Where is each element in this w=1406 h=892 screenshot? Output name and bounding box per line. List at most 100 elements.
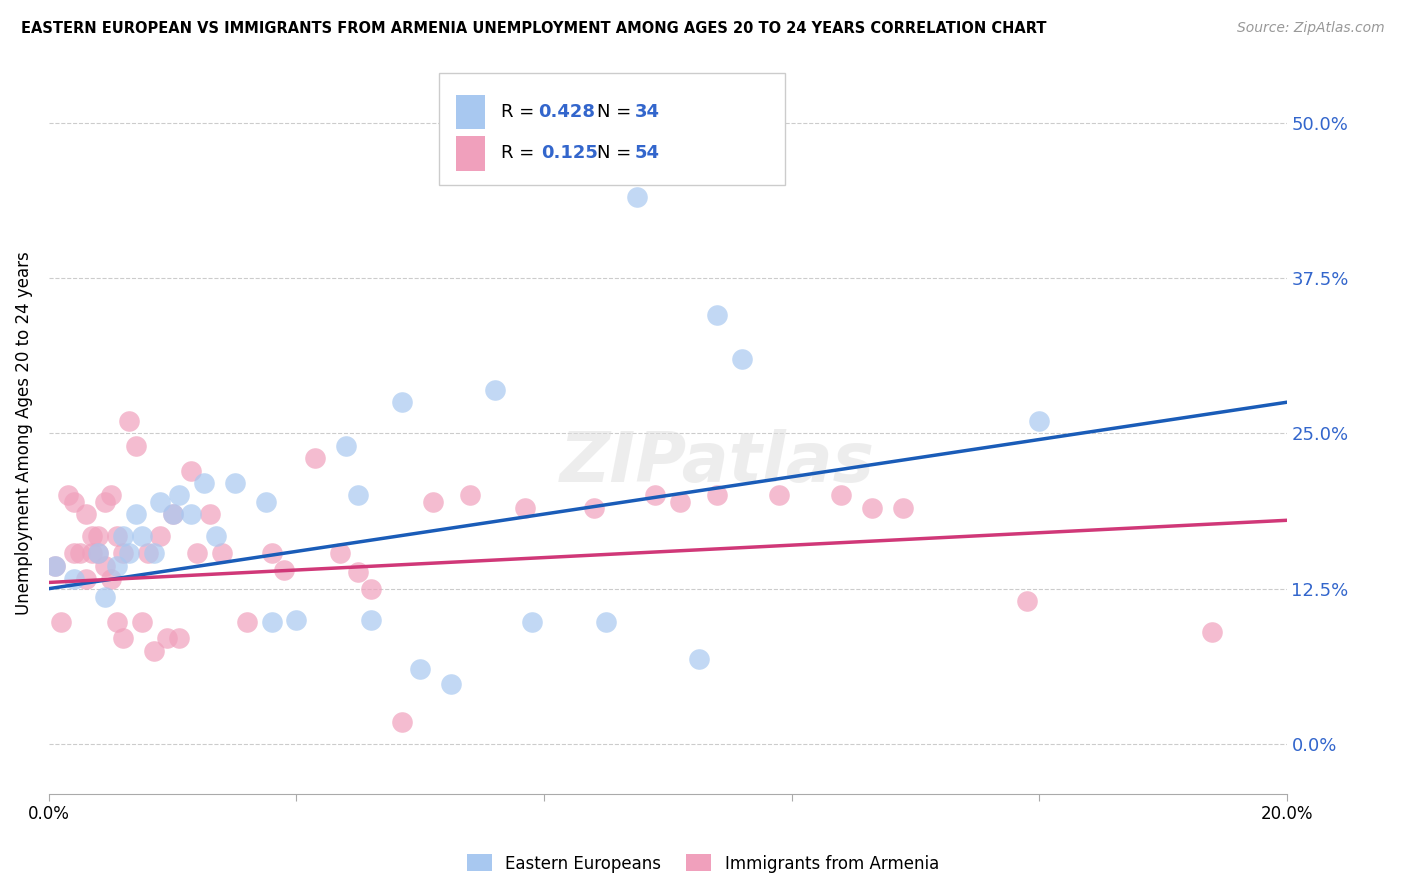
Point <box>82 529 104 543</box>
Point <box>131 615 153 630</box>
Point <box>118 546 141 560</box>
Point <box>260 615 283 630</box>
Point <box>440 677 463 691</box>
Point <box>143 546 166 560</box>
Point <box>131 529 153 543</box>
Point <box>688 652 710 666</box>
Point <box>44 559 66 574</box>
Point <box>409 662 432 676</box>
Point <box>87 546 110 560</box>
Point <box>1201 625 1223 640</box>
Point <box>62 572 84 586</box>
Point <box>595 615 617 630</box>
Point <box>51 615 73 630</box>
Point <box>1028 414 1050 428</box>
Point <box>205 529 228 543</box>
Text: 34: 34 <box>634 103 659 121</box>
Point <box>75 507 97 521</box>
Point <box>162 507 184 521</box>
Point <box>105 615 128 630</box>
Point <box>360 613 382 627</box>
Text: N =: N = <box>598 103 637 121</box>
Text: N =: N = <box>598 145 637 162</box>
Point <box>93 559 115 574</box>
Text: R =: R = <box>501 103 540 121</box>
Point <box>422 494 444 508</box>
Point <box>1015 594 1038 608</box>
FancyBboxPatch shape <box>456 136 485 170</box>
Point <box>360 582 382 596</box>
Point <box>180 507 202 521</box>
Legend: Eastern Europeans, Immigrants from Armenia: Eastern Europeans, Immigrants from Armen… <box>460 847 946 880</box>
Point <box>273 563 295 577</box>
Point <box>93 494 115 508</box>
Point <box>391 395 413 409</box>
Point <box>644 488 666 502</box>
Point <box>706 308 728 322</box>
Point <box>82 546 104 560</box>
Point <box>62 494 84 508</box>
Point <box>706 488 728 502</box>
Point <box>198 507 221 521</box>
Point <box>118 414 141 428</box>
Point <box>105 529 128 543</box>
Point <box>211 546 233 560</box>
Point <box>69 546 91 560</box>
Point <box>224 476 246 491</box>
Point <box>62 546 84 560</box>
Point <box>155 632 177 646</box>
Point <box>520 615 543 630</box>
Point <box>304 451 326 466</box>
Point <box>285 613 308 627</box>
Point <box>162 507 184 521</box>
Point <box>391 714 413 729</box>
Text: EASTERN EUROPEAN VS IMMIGRANTS FROM ARMENIA UNEMPLOYMENT AMONG AGES 20 TO 24 YEA: EASTERN EUROPEAN VS IMMIGRANTS FROM ARME… <box>21 21 1046 36</box>
Point <box>87 529 110 543</box>
Point <box>167 632 190 646</box>
Point <box>112 546 135 560</box>
Point <box>347 566 370 580</box>
Point <box>254 494 277 508</box>
Point <box>112 529 135 543</box>
Point <box>669 494 692 508</box>
Point <box>515 500 537 515</box>
Point <box>830 488 852 502</box>
Point <box>626 190 648 204</box>
Point <box>100 488 122 502</box>
Point <box>56 488 79 502</box>
Text: R =: R = <box>501 145 546 162</box>
Text: 0.125: 0.125 <box>541 145 599 162</box>
Point <box>860 500 883 515</box>
Point <box>458 488 481 502</box>
Point <box>731 351 754 366</box>
Point <box>124 439 146 453</box>
Point <box>93 591 115 605</box>
Point <box>44 559 66 574</box>
Point <box>149 494 172 508</box>
Text: Source: ZipAtlas.com: Source: ZipAtlas.com <box>1237 21 1385 35</box>
Point <box>329 546 352 560</box>
Point <box>105 559 128 574</box>
Text: 54: 54 <box>634 145 659 162</box>
Y-axis label: Unemployment Among Ages 20 to 24 years: Unemployment Among Ages 20 to 24 years <box>15 252 32 615</box>
Text: 0.428: 0.428 <box>538 103 595 121</box>
Point <box>891 500 914 515</box>
Point <box>143 644 166 658</box>
Point <box>582 500 605 515</box>
FancyBboxPatch shape <box>439 73 786 185</box>
Point <box>167 488 190 502</box>
Point <box>186 546 208 560</box>
Point <box>112 632 135 646</box>
Point <box>484 383 506 397</box>
Point <box>193 476 215 491</box>
Point <box>260 546 283 560</box>
FancyBboxPatch shape <box>456 95 485 129</box>
Point <box>236 615 259 630</box>
Text: ZIPatlas: ZIPatlas <box>560 429 875 496</box>
Point <box>136 546 159 560</box>
Point <box>180 464 202 478</box>
Point <box>75 572 97 586</box>
Point <box>335 439 357 453</box>
Point <box>149 529 172 543</box>
Point <box>124 507 146 521</box>
